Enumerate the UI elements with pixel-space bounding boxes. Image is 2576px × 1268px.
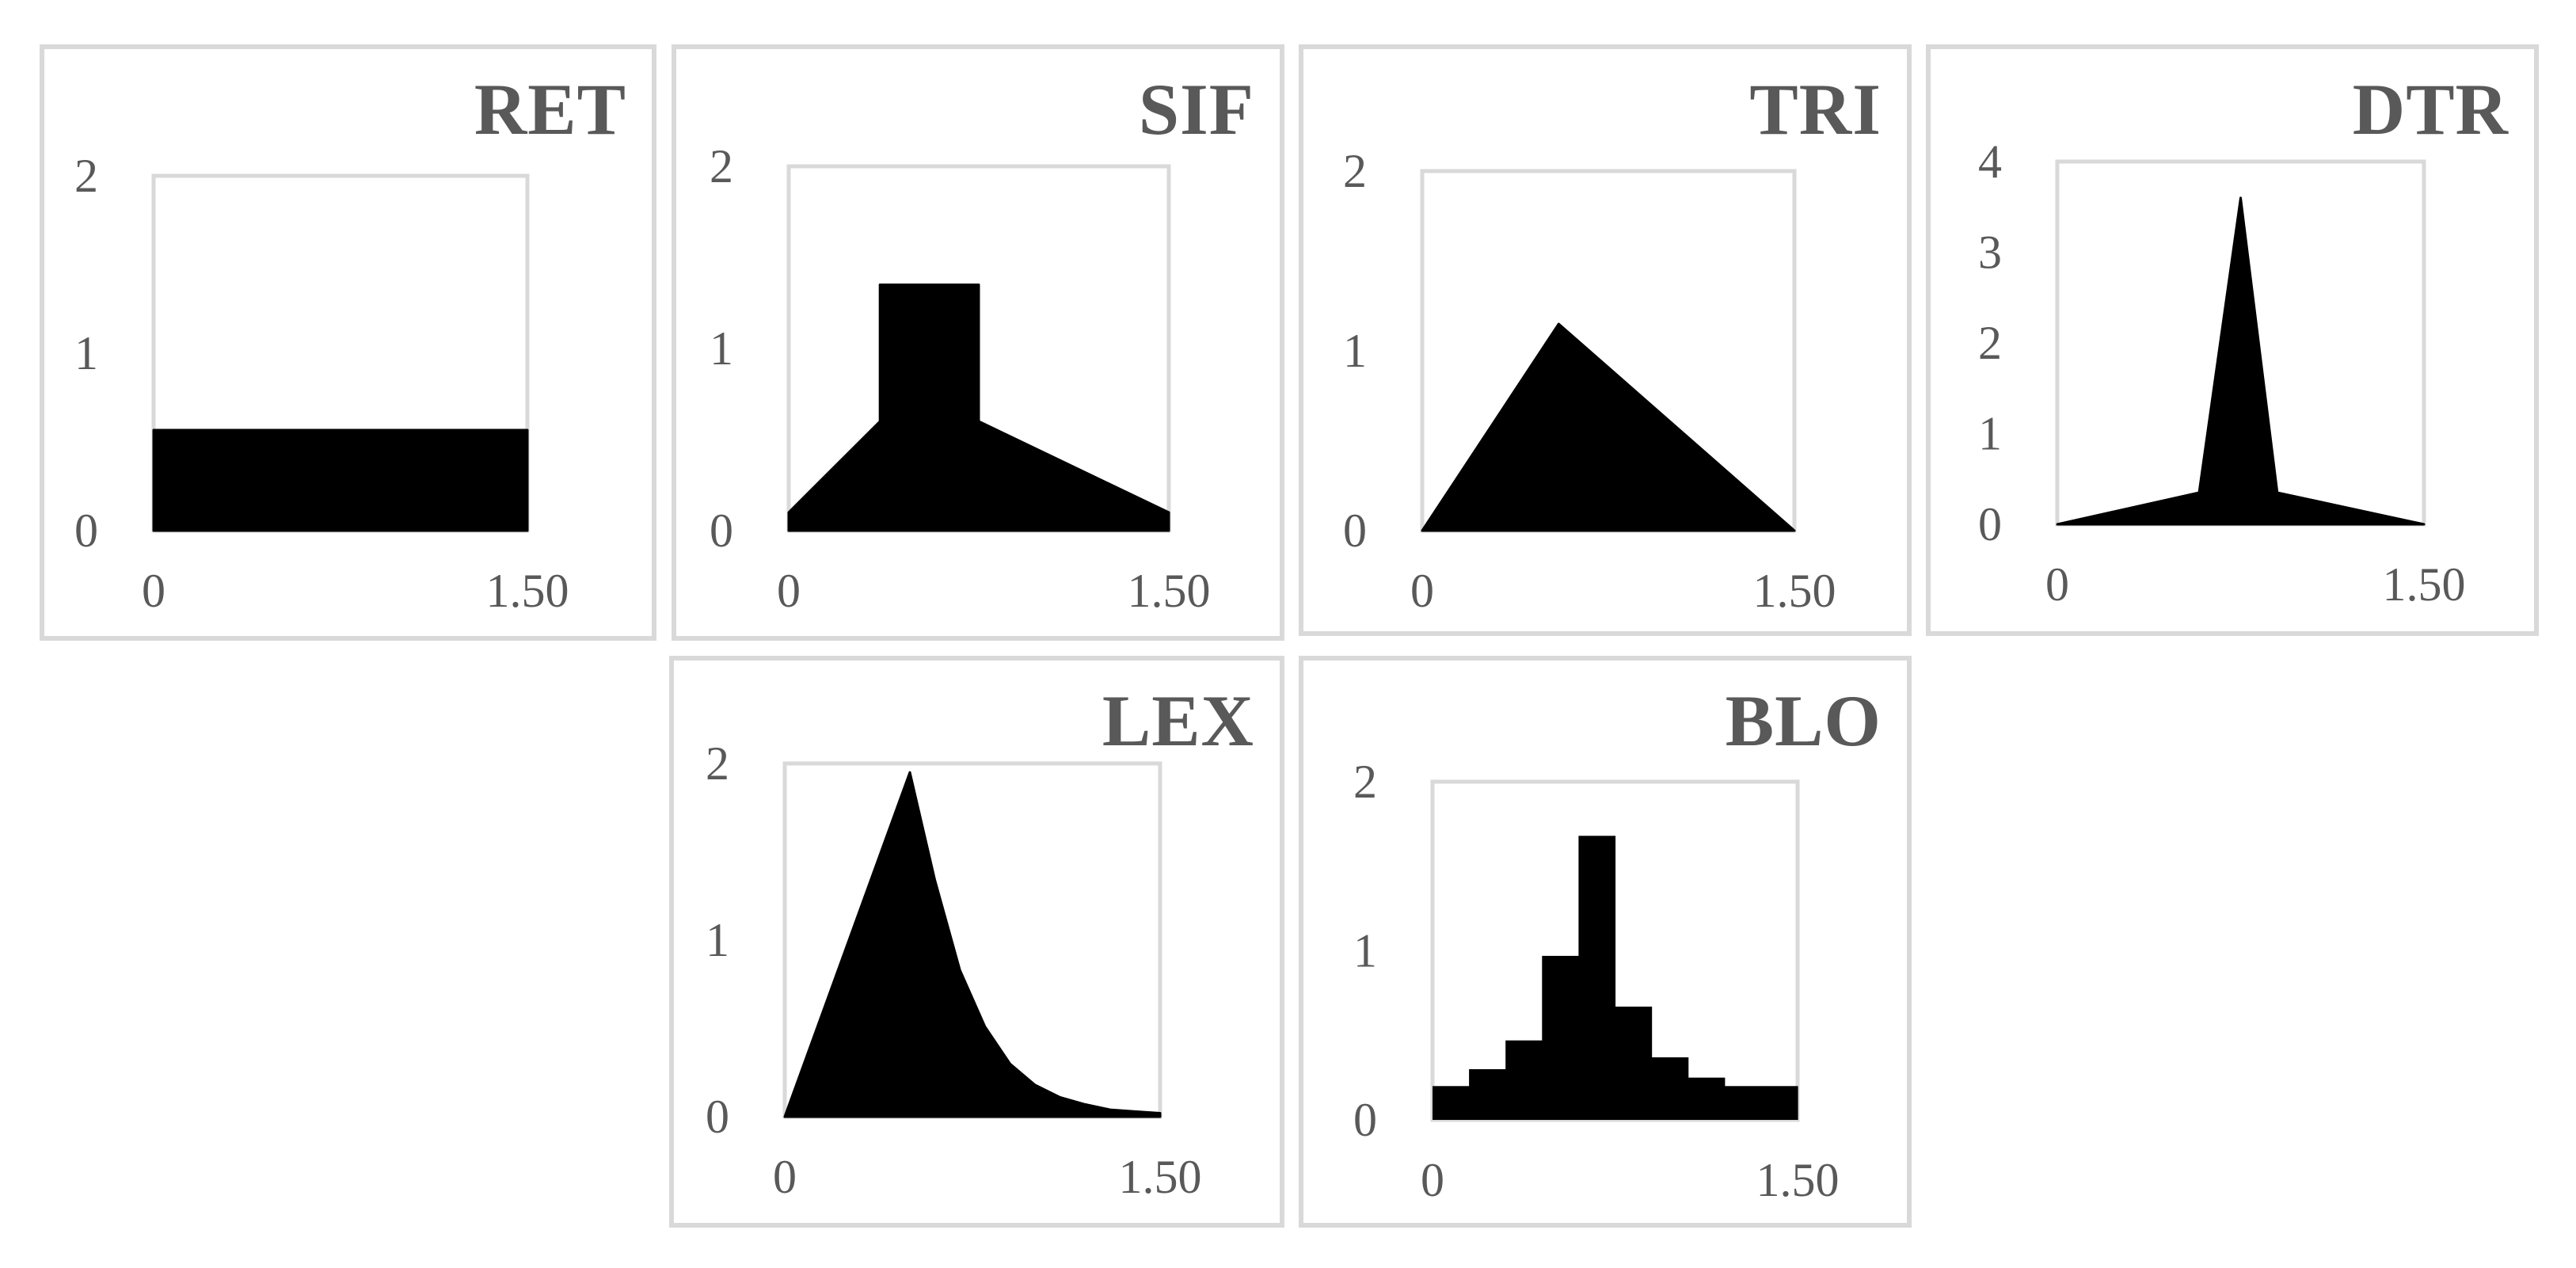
x-tick-label: 1.50 — [1753, 565, 1836, 617]
y-tick-label: 0 — [706, 1091, 729, 1143]
x-tick-label: 1.50 — [1128, 565, 1211, 617]
y-tick-label: 2 — [74, 150, 98, 202]
chart-panel-blo: BLO 0 1 2 0 1.50 — [1299, 656, 1912, 1228]
x-tick-label: 0 — [1410, 565, 1434, 617]
y-tick-label: 2 — [710, 140, 733, 192]
y-tick-label: 4 — [1978, 135, 2002, 188]
y-tick-label: 1 — [74, 327, 98, 379]
x-tick-label: 0 — [2045, 558, 2069, 611]
chart-title: SIF — [1138, 69, 1254, 150]
histogram-bar — [1615, 1006, 1653, 1120]
histogram-bar — [1542, 955, 1579, 1120]
chart-title: BLO — [1725, 680, 1882, 761]
x-tick-label: 1.50 — [1756, 1154, 1840, 1206]
y-tick-label: 1 — [710, 322, 733, 375]
histogram-bar — [1505, 1040, 1543, 1120]
y-tick-label: 1 — [706, 914, 729, 966]
distribution-area — [783, 771, 1162, 1118]
histogram-bar — [1688, 1077, 1726, 1120]
y-tick-label: 2 — [1343, 145, 1367, 197]
distribution-area — [2056, 196, 2426, 526]
plot-area-svg: 0 1 2 0 1.50 — [74, 150, 569, 617]
x-tick-label: 0 — [777, 565, 801, 617]
chart-panel-ret: RET 0 1 2 0 1.50 — [40, 44, 656, 641]
y-tick-label: 2 — [1978, 317, 2002, 369]
histogram-bar — [1760, 1086, 1798, 1120]
histogram-bar — [1578, 836, 1616, 1120]
chart-title: RET — [474, 69, 626, 150]
y-tick-label: 2 — [706, 737, 729, 790]
x-tick-label: 1.50 — [2383, 558, 2466, 611]
histogram-bar — [1651, 1057, 1689, 1120]
x-tick-label: 0 — [142, 565, 166, 617]
y-tick-label: 0 — [74, 505, 98, 557]
histogram-bar — [1433, 1086, 1470, 1120]
y-tick-label: 2 — [1353, 756, 1377, 808]
y-tick-label: 1 — [1353, 925, 1377, 977]
distribution-area — [787, 284, 1170, 532]
plot-area-svg: 0 1 2 0 1.50 — [1343, 145, 1836, 617]
histogram-bar — [1724, 1086, 1762, 1120]
y-tick-label: 0 — [1353, 1094, 1377, 1146]
y-tick-label: 1 — [1978, 408, 2002, 460]
x-tick-label: 1.50 — [486, 565, 569, 617]
chart-panel-dtr: DTR 0 1 2 3 4 0 1.50 — [1926, 44, 2539, 636]
y-tick-label: 0 — [710, 505, 733, 557]
plot-area-svg: 0 1 2 0 1.50 — [710, 140, 1211, 617]
plot-area-svg: 0 1 2 0 1.50 — [706, 737, 1202, 1203]
distribution-area — [152, 428, 529, 532]
y-tick-label: 0 — [1978, 498, 2002, 550]
distribution-area — [1421, 322, 1796, 532]
plot-area-svg: 0 1 2 3 4 0 1.50 — [1978, 135, 2466, 611]
x-tick-label: 0 — [773, 1151, 797, 1203]
chart-panel-lex: LEX 0 1 2 0 1.50 — [669, 656, 1284, 1228]
x-tick-label: 1.50 — [1119, 1151, 1202, 1203]
chart-panel-tri: TRI 0 1 2 0 1.50 — [1299, 44, 1912, 636]
y-tick-label: 1 — [1343, 325, 1367, 377]
chart-title: DTR — [2352, 69, 2509, 150]
chart-title: LEX — [1102, 680, 1254, 761]
chart-title: TRI — [1749, 69, 1882, 150]
chart-panel-sif: SIF 0 1 2 0 1.50 — [672, 44, 1284, 641]
plot-area-svg: 0 1 2 0 1.50 — [1353, 756, 1840, 1206]
x-tick-label: 0 — [1421, 1154, 1444, 1206]
y-tick-label: 0 — [1343, 505, 1367, 557]
y-tick-label: 3 — [1978, 227, 2002, 279]
histogram-bar — [1469, 1068, 1506, 1120]
